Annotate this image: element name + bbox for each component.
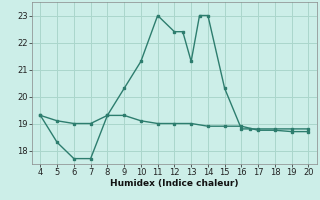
X-axis label: Humidex (Indice chaleur): Humidex (Indice chaleur) [110, 179, 239, 188]
